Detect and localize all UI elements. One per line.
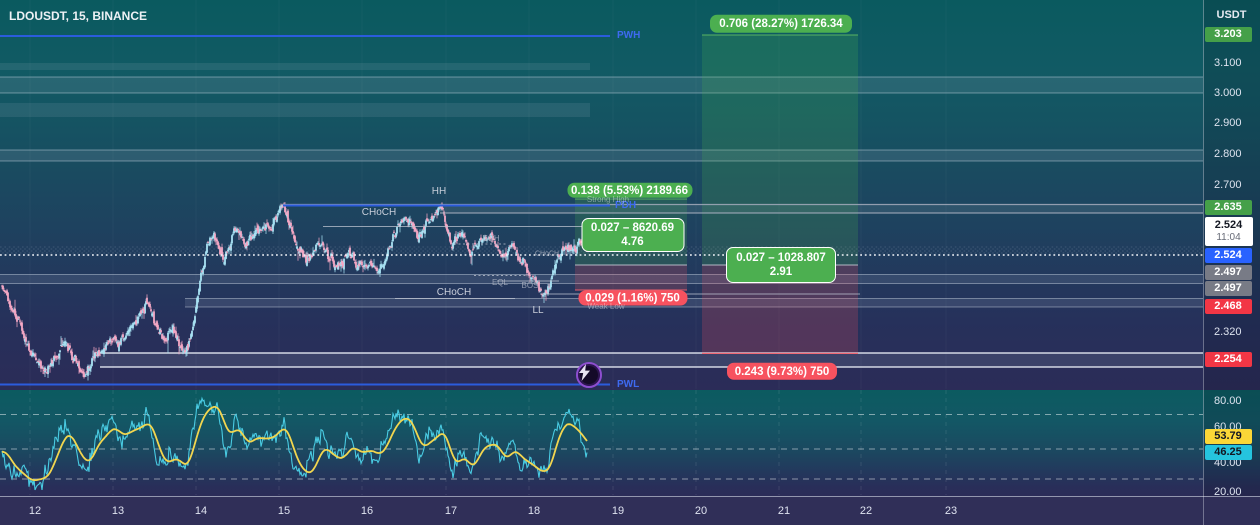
price-badge-2.635-green[interactable]: 2.635 bbox=[1204, 200, 1252, 215]
structure-label-choch-3: CHoCH bbox=[534, 250, 560, 258]
symbol-title[interactable]: LDOUSDT, 15, BINANCE bbox=[9, 9, 148, 23]
structure-label-ll-7: LL bbox=[532, 305, 544, 316]
bar-countdown: 11:04 bbox=[1216, 231, 1241, 243]
price-tick-2.320: 2.320 bbox=[1214, 325, 1242, 338]
time-label-16[interactable]: 16 bbox=[360, 505, 374, 517]
time-label-12[interactable]: 12 bbox=[28, 505, 42, 517]
level-zone-1[interactable] bbox=[0, 77, 1203, 93]
level-zone-7[interactable] bbox=[100, 353, 1203, 367]
price-tick-40.00: 40.00 bbox=[1214, 456, 1242, 469]
structure-label-choch-1: CHoCH bbox=[361, 206, 397, 218]
price-badge-2.254-red[interactable]: 2.254 bbox=[1204, 352, 1252, 367]
rsi-pane[interactable] bbox=[0, 390, 1260, 496]
level-zone-0[interactable] bbox=[0, 63, 590, 70]
price-tick-3.000: 3.000 bbox=[1214, 86, 1242, 99]
position-0-rr-label[interactable]: 0.027 – 8620.69 4.76 bbox=[581, 218, 684, 252]
price-badge-46.25-cyan[interactable]: 46.25 bbox=[1204, 445, 1252, 460]
price-axis[interactable] bbox=[1203, 0, 1260, 496]
level-zone-3[interactable] bbox=[0, 150, 1203, 161]
position-1-stop-label[interactable]: 0.243 (9.73%) 750 bbox=[727, 363, 837, 380]
price-tick-2.900: 2.900 bbox=[1214, 116, 1242, 129]
structure-label-choch-6: CHoCH bbox=[436, 287, 472, 298]
price-tick-2.700: 2.700 bbox=[1214, 178, 1242, 191]
rr-ratio-line: 4.76 bbox=[621, 236, 644, 248]
level-zone-6[interactable] bbox=[185, 298, 1203, 308]
price-badge-3.203-green[interactable]: 3.203 bbox=[1204, 26, 1252, 42]
lightning-bolt-glyph bbox=[579, 363, 590, 381]
position-0-note-top: Strong High bbox=[586, 194, 630, 204]
quote-currency-label: USDT bbox=[1216, 9, 1247, 21]
time-label-13[interactable]: 13 bbox=[111, 505, 125, 517]
rr-qty-line: 0.027 – 1028.807 bbox=[736, 252, 826, 264]
price-badge-2.497-gray[interactable]: 2.497 bbox=[1204, 265, 1252, 280]
time-label-14[interactable]: 14 bbox=[194, 505, 208, 517]
structure-label-eql-4: EQL bbox=[491, 277, 509, 287]
position-0-stop-label[interactable]: 0.029 (1.16%) 750 bbox=[578, 290, 687, 306]
rr-ratio-line: 2.91 bbox=[769, 266, 793, 278]
price-badge-2.524-blue[interactable]: 2.524 bbox=[1204, 248, 1252, 264]
time-label-20[interactable]: 20 bbox=[694, 505, 708, 517]
price-badge-2.468-red[interactable]: 2.468 bbox=[1204, 298, 1252, 314]
position-1-profit-box[interactable] bbox=[702, 35, 858, 265]
rsi-ma-line bbox=[1, 406, 588, 481]
position-0-note-bottom: Weak Low bbox=[587, 301, 625, 311]
lightning-bolt-shape bbox=[579, 363, 590, 381]
current-price-value: 2.524 bbox=[1214, 218, 1243, 231]
time-label-17[interactable]: 17 bbox=[444, 505, 458, 517]
structure-label-eqh-2: EQH bbox=[482, 233, 500, 243]
price-tick-3.100: 3.100 bbox=[1214, 56, 1242, 69]
current-price-box[interactable]: 2.524 11:04 bbox=[1204, 216, 1253, 246]
time-label-22[interactable]: 22 bbox=[859, 505, 873, 517]
price-tick-60.00: 60.00 bbox=[1214, 420, 1242, 433]
session-label-pwl: PWL bbox=[617, 378, 640, 390]
position-1-rr-label[interactable]: 0.027 – 1028.807 2.91 bbox=[726, 247, 836, 283]
price-tick-20.00: 20.00 bbox=[1214, 485, 1242, 498]
lightning-icon[interactable] bbox=[576, 361, 602, 388]
price-tick-2.800: 2.800 bbox=[1214, 147, 1242, 160]
time-label-23[interactable]: 23 bbox=[944, 505, 958, 517]
rr-qty-line: 0.027 – 8620.69 bbox=[590, 222, 675, 234]
time-label-19[interactable]: 19 bbox=[611, 505, 625, 517]
level-zone-4[interactable] bbox=[440, 204, 1203, 214]
structure-label-hh-0: HH bbox=[431, 186, 447, 197]
price-tick-80.00: 80.00 bbox=[1214, 394, 1242, 407]
structure-label-bos-5: BOS bbox=[521, 280, 539, 290]
position-0-profit-label[interactable]: 0.138 (5.53%) 2189.66 bbox=[567, 183, 692, 198]
rsi-line bbox=[1, 396, 588, 491]
candle-bodies-down bbox=[1, 203, 588, 378]
candle-wicks-down bbox=[1, 202, 588, 379]
position-0-stop-box[interactable] bbox=[575, 265, 687, 290]
price-badge-53.79-yellow[interactable]: 53.79 bbox=[1204, 429, 1252, 444]
price-axis-separator bbox=[1203, 0, 1204, 525]
time-label-21[interactable]: 21 bbox=[777, 505, 791, 517]
level-zone-5[interactable] bbox=[0, 274, 1203, 284]
position-1-profit-label[interactable]: 0.706 (28.27%) 1726.34 bbox=[710, 14, 852, 33]
level-zone-2[interactable] bbox=[0, 103, 590, 117]
session-label-pdh: PDH bbox=[615, 199, 637, 211]
session-label-pwh: PWH bbox=[617, 30, 641, 41]
time-label-15[interactable]: 15 bbox=[277, 505, 291, 517]
time-axis[interactable] bbox=[0, 495, 1260, 525]
time-label-18[interactable]: 18 bbox=[527, 505, 541, 517]
price-badge-2.497-gray[interactable]: 2.497 bbox=[1204, 280, 1252, 296]
